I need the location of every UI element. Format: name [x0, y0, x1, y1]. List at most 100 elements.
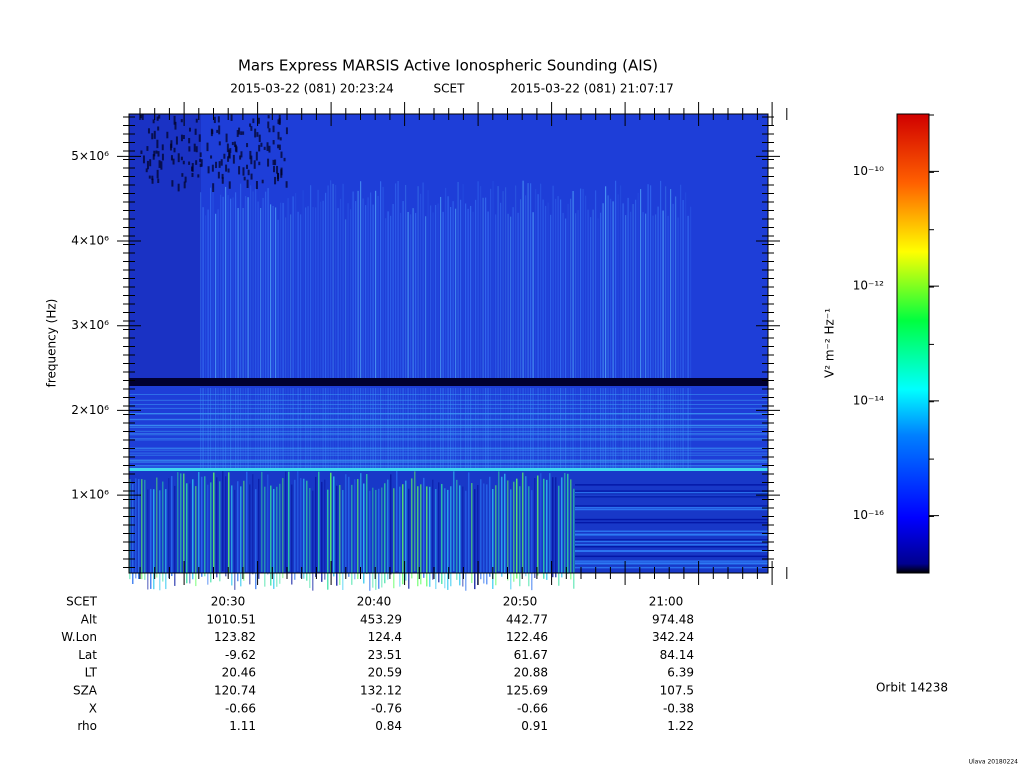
noise — [156, 169, 159, 179]
stripe — [667, 215, 669, 380]
low-stripe — [534, 477, 536, 578]
noise — [141, 114, 144, 120]
low-stripe — [387, 479, 389, 580]
cell: 123.82 — [214, 630, 256, 644]
low-stripe — [168, 478, 170, 579]
low-band — [575, 518, 768, 521]
noise — [174, 121, 177, 130]
stripe — [210, 187, 212, 380]
stripe — [342, 183, 344, 380]
band — [129, 454, 768, 456]
cell: 132.12 — [360, 684, 402, 698]
noise — [263, 146, 266, 150]
noise — [151, 133, 154, 140]
noise — [272, 159, 275, 165]
stripe — [372, 204, 374, 380]
stripe — [262, 197, 264, 380]
stripe — [512, 207, 514, 380]
low-stripe — [429, 486, 431, 587]
cell: 120.74 — [214, 684, 256, 698]
low-stripe — [195, 486, 197, 587]
noise — [146, 146, 149, 151]
low-stripe — [567, 473, 569, 574]
band — [129, 452, 768, 454]
stripe — [452, 201, 454, 380]
noise — [146, 160, 149, 170]
noise — [228, 152, 231, 159]
stripe — [245, 196, 247, 380]
low-band — [575, 505, 768, 507]
cell: 20:50 — [503, 595, 538, 609]
stripe — [462, 184, 464, 380]
noise — [278, 117, 281, 125]
stripe — [690, 206, 692, 380]
noise — [247, 169, 250, 176]
noise — [225, 133, 228, 143]
low-stripe — [228, 472, 230, 573]
low-stripe — [201, 476, 203, 577]
noise — [238, 166, 241, 175]
low-stripe — [270, 485, 272, 586]
stripe — [557, 196, 559, 380]
low-stripe — [321, 481, 323, 582]
row-label: Alt — [81, 612, 98, 626]
noise — [158, 114, 161, 119]
low-band — [575, 560, 768, 562]
stripe — [387, 211, 389, 380]
stripe — [490, 188, 492, 380]
noise — [173, 115, 176, 125]
stripe — [552, 185, 554, 380]
noise — [173, 147, 176, 153]
stripe — [357, 190, 359, 380]
low-stripe — [138, 478, 140, 579]
low-stripe — [330, 472, 332, 573]
noise — [227, 168, 230, 173]
low-stripe — [558, 485, 560, 586]
noise — [218, 141, 221, 146]
low-stripe — [414, 471, 416, 572]
stripe — [362, 198, 364, 380]
stripe — [517, 212, 519, 380]
stripe — [295, 192, 297, 380]
low-stripe — [291, 484, 293, 585]
band — [129, 403, 768, 405]
noise — [160, 161, 163, 170]
stripe — [250, 185, 252, 380]
y-tick-label: 2×10⁶ — [71, 403, 109, 417]
low-stripe — [408, 488, 410, 589]
stripe — [207, 209, 209, 380]
stripe — [202, 207, 204, 380]
noise — [145, 168, 148, 173]
low-stripe — [324, 479, 326, 580]
stripe — [625, 215, 627, 380]
low-stripe — [183, 473, 185, 574]
noise — [166, 131, 169, 139]
noise — [156, 116, 159, 121]
low-stripe — [342, 489, 344, 590]
noise — [280, 169, 283, 178]
stripe — [225, 186, 227, 380]
stripe — [265, 191, 267, 380]
stripe — [672, 203, 674, 380]
stripe — [267, 188, 269, 380]
stripe — [630, 211, 632, 380]
cell: 61.67 — [514, 648, 548, 662]
low-band — [575, 550, 768, 553]
noise — [170, 155, 173, 161]
low-stripe — [345, 474, 347, 575]
chart-title: Mars Express MARSIS Active Ionospheric S… — [238, 57, 658, 75]
stripe — [610, 198, 612, 380]
noise — [148, 175, 151, 179]
noise — [272, 125, 275, 133]
stripe — [367, 197, 369, 380]
band — [129, 413, 768, 415]
stripe — [655, 214, 657, 380]
noise — [191, 166, 194, 172]
low-band — [575, 521, 768, 524]
stripe — [430, 205, 432, 380]
low-stripe — [360, 473, 362, 574]
low-stripe — [519, 486, 521, 587]
stripe — [292, 196, 294, 380]
low-stripe — [246, 471, 248, 572]
noise — [195, 160, 198, 165]
